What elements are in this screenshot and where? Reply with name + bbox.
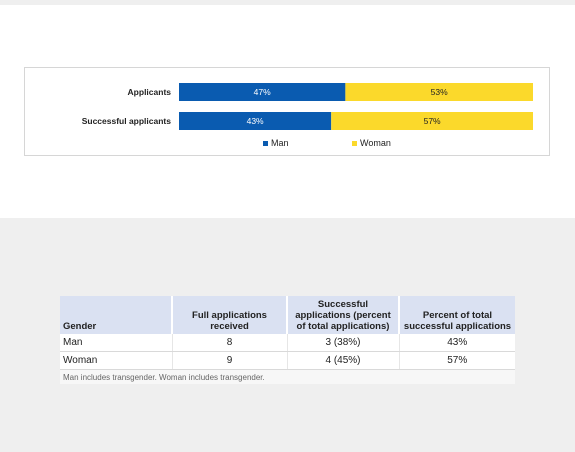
cell-successful-applications: 4 (45%) [287,351,400,370]
cell-full-applications: 9 [172,351,288,370]
header-full-applications: Full applications received [172,296,288,334]
data-label: 47% [254,87,271,97]
legend-item-man: Man [263,138,289,148]
legend-swatch [263,140,268,146]
header-successful-applications: Successful applications (percent of tota… [287,296,400,334]
bar-woman [345,83,533,101]
table-row: Man 8 3 (38%) 43% [60,334,515,352]
chart-legend: Man Woman [0,138,575,152]
header-gender: Gender [60,296,173,334]
header-percent-successful: Percent of total successful applications [399,296,515,334]
table-note: Man includes transgender. Woman includes… [60,369,515,384]
gender-table: Gender Full applications received Succes… [60,296,515,384]
legend-label: Woman [360,138,391,148]
top-strip [0,0,575,5]
bar-woman [331,112,533,130]
cell-full-applications: 8 [172,334,288,352]
category-label: Successful applicants [82,116,172,126]
table-row: Woman 9 4 (45%) 57% [60,351,515,370]
chart-card: Applicants 47% 53% Successful applicants 43%… [24,67,550,156]
cell-percent-successful: 43% [399,334,515,352]
data-label: 43% [247,116,264,126]
cell-percent-successful: 57% [399,351,515,370]
table-header-row: Gender Full applications received Succes… [60,296,515,334]
legend-item-woman: Woman [352,138,391,148]
cell-gender: Woman [60,351,173,370]
cell-gender: Man [60,334,173,352]
stacked-bar-chart: Applicants 47% 53% Successful applicants 43%… [82,83,533,130]
table-note-row: Man includes transgender. Woman includes… [60,369,515,384]
data-label: 53% [431,87,448,97]
bar-man [179,112,332,130]
data-label: 57% [424,116,441,126]
legend-swatch [352,140,357,146]
cell-successful-applications: 3 (38%) [287,334,400,352]
legend-label: Man [271,138,289,148]
bar-man [179,83,346,101]
category-label: Applicants [128,87,172,97]
